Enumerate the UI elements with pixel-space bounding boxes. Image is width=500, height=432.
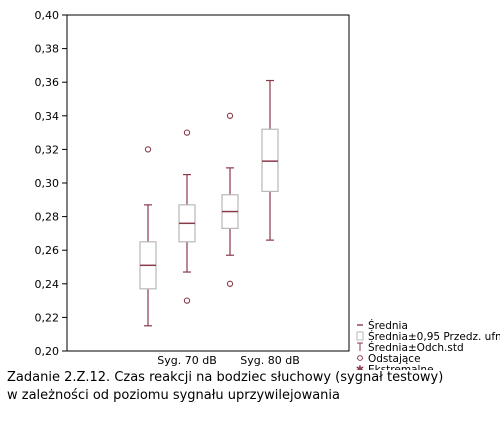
box-group: [178, 129, 196, 304]
y-tick-label: 0,26: [35, 244, 60, 257]
y-tick-label: 0,22: [35, 311, 60, 324]
legend-outlier-swatch: [357, 355, 363, 361]
legend-label: Średnia±0,95 Przedz. ufn: [368, 330, 500, 343]
y-tick-label: 0,36: [35, 76, 60, 89]
y-tick-label: 0,30: [35, 177, 60, 190]
box-series: [139, 79, 279, 327]
plot-area: [66, 14, 350, 352]
legend-label: Średnia±Odch.std: [368, 341, 464, 354]
figure-caption: Zadanie 2.Z.12. Czas reakcji na bodziec …: [7, 369, 491, 405]
outlier-point: [226, 280, 234, 287]
y-tick-label: 0,24: [35, 278, 60, 291]
outlier-point: [144, 146, 152, 153]
y-tick-label: 0,34: [35, 110, 60, 123]
legend-label: Odstające: [368, 353, 421, 365]
caption-line-1: Zadanie 2.Z.12. Czas reakcji na bodziec …: [7, 370, 444, 385]
box-group: [139, 146, 157, 327]
outlier-point: [183, 297, 191, 304]
x-category-label: Syg. 70 dB: [157, 354, 217, 367]
legend-box-swatch: [356, 331, 364, 341]
legend-label: Średnia: [368, 319, 408, 332]
outlier-point: [183, 129, 191, 136]
outlier-point: [226, 112, 234, 119]
box-group: [261, 79, 279, 241]
y-tick-label: 0,40: [35, 9, 60, 22]
legend-extreme-swatch: ✱: [356, 365, 364, 371]
x-category-label: Cisza b.2: [123, 368, 173, 370]
ci-box: [261, 128, 279, 193]
y-tick-label: 0,32: [35, 143, 60, 156]
box-group: [221, 112, 239, 287]
y-axis: 0,20 0,22 0,24 0,26 0,28 0,30 0,32 0,34 0,36 0,38…: [35, 9, 67, 358]
y-tick-label: 0,20: [35, 345, 60, 358]
y-tick-label: 0,38: [35, 43, 60, 56]
legend-label: Ekstremalne: [368, 364, 434, 370]
x-category-label: Syg. 75 dB: [200, 368, 260, 370]
caption-line-2: w zależności od poziomu sygnału uprzywil…: [7, 388, 340, 403]
y-tick-label: 0,28: [35, 211, 60, 224]
x-category-label: Syg. 80 dB: [240, 354, 300, 367]
box-plot-chart: 0,20 0,22 0,24 0,26 0,28 0,30 0,32 0,34 0,36 0,38…: [35, 9, 500, 370]
